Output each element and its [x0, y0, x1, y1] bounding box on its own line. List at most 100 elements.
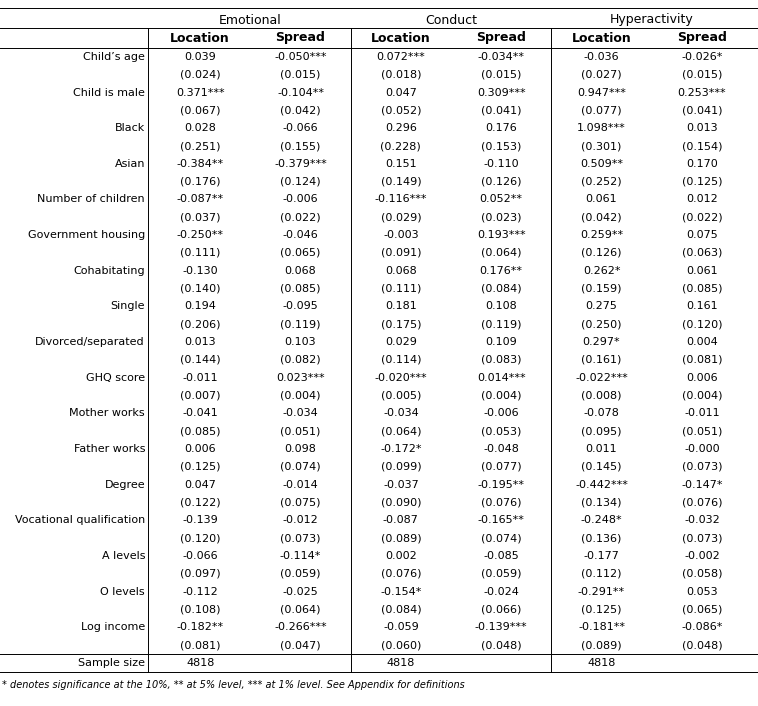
Text: (0.089): (0.089): [581, 640, 622, 650]
Text: 0.061: 0.061: [686, 265, 718, 276]
Text: -0.384**: -0.384**: [177, 159, 224, 169]
Text: O levels: O levels: [100, 587, 145, 597]
Text: 0.075: 0.075: [686, 230, 718, 240]
Text: (0.301): (0.301): [581, 141, 622, 151]
Text: -0.139***: -0.139***: [475, 622, 528, 633]
Text: (0.077): (0.077): [581, 105, 622, 115]
Text: (0.144): (0.144): [180, 355, 221, 365]
Text: (0.084): (0.084): [481, 284, 522, 294]
Text: (0.059): (0.059): [481, 569, 522, 579]
Text: (0.228): (0.228): [381, 141, 421, 151]
Text: (0.095): (0.095): [581, 426, 622, 436]
Text: -0.022***: -0.022***: [575, 373, 628, 383]
Text: (0.007): (0.007): [180, 390, 221, 400]
Text: (0.027): (0.027): [581, 70, 622, 80]
Text: Black: Black: [114, 124, 145, 133]
Text: Hyperactivity: Hyperactivity: [609, 13, 694, 27]
Text: -0.165**: -0.165**: [478, 515, 525, 525]
Text: 0.309***: 0.309***: [477, 88, 525, 97]
Text: -0.181**: -0.181**: [578, 622, 625, 633]
Text: Log income: Log income: [81, 622, 145, 633]
Text: (0.060): (0.060): [381, 640, 421, 650]
Text: 0.371***: 0.371***: [176, 88, 224, 97]
Text: (0.022): (0.022): [280, 213, 321, 222]
Text: 0.053: 0.053: [686, 587, 718, 597]
Text: (0.063): (0.063): [681, 248, 722, 258]
Text: A levels: A levels: [102, 551, 145, 561]
Text: (0.089): (0.089): [381, 533, 421, 543]
Text: (0.042): (0.042): [280, 105, 321, 115]
Text: -0.006: -0.006: [484, 408, 519, 419]
Text: -0.011: -0.011: [684, 408, 719, 419]
Text: Cohabitating: Cohabitating: [74, 265, 145, 276]
Text: 0.014***: 0.014***: [477, 373, 525, 383]
Text: * denotes significance at the 10%, ** at 5% level, *** at 1% level. See Appendix: * denotes significance at the 10%, ** at…: [2, 680, 465, 690]
Text: (0.112): (0.112): [581, 569, 622, 579]
Text: (0.085): (0.085): [280, 284, 321, 294]
Text: (0.065): (0.065): [681, 604, 722, 614]
Text: (0.136): (0.136): [581, 533, 622, 543]
Text: 0.047: 0.047: [385, 88, 417, 97]
Text: (0.066): (0.066): [481, 604, 522, 614]
Text: 0.039: 0.039: [184, 52, 216, 62]
Text: Location: Location: [572, 32, 631, 44]
Text: (0.125): (0.125): [180, 462, 221, 472]
Text: (0.120): (0.120): [681, 319, 722, 329]
Text: 0.259**: 0.259**: [580, 230, 623, 240]
Text: (0.108): (0.108): [180, 604, 221, 614]
Text: (0.206): (0.206): [180, 319, 221, 329]
Text: -0.024: -0.024: [484, 587, 519, 597]
Text: (0.111): (0.111): [381, 284, 421, 294]
Text: (0.252): (0.252): [581, 176, 622, 186]
Text: Vocational qualification: Vocational qualification: [14, 515, 145, 525]
Text: (0.041): (0.041): [481, 105, 522, 115]
Text: 4818: 4818: [587, 658, 615, 668]
Text: 0.006: 0.006: [184, 444, 216, 454]
Text: (0.004): (0.004): [481, 390, 522, 400]
Text: 0.176**: 0.176**: [480, 265, 523, 276]
Text: (0.161): (0.161): [581, 355, 622, 365]
Text: 0.275: 0.275: [586, 301, 618, 311]
Text: -0.034: -0.034: [383, 408, 418, 419]
Text: 0.176: 0.176: [485, 124, 517, 133]
Text: (0.076): (0.076): [481, 498, 522, 508]
Text: 0.052**: 0.052**: [480, 194, 523, 205]
Text: (0.076): (0.076): [381, 569, 421, 579]
Text: (0.015): (0.015): [481, 70, 522, 80]
Text: (0.124): (0.124): [280, 176, 321, 186]
Text: 0.013: 0.013: [686, 124, 718, 133]
Text: (0.048): (0.048): [681, 640, 722, 650]
Text: -0.182**: -0.182**: [177, 622, 224, 633]
Text: Divorced/separated: Divorced/separated: [36, 337, 145, 347]
Text: -0.026*: -0.026*: [681, 52, 722, 62]
Text: (0.004): (0.004): [280, 390, 321, 400]
Text: Spread: Spread: [476, 32, 526, 44]
Text: (0.041): (0.041): [681, 105, 722, 115]
Text: (0.051): (0.051): [280, 426, 321, 436]
Text: (0.077): (0.077): [481, 462, 522, 472]
Text: (0.051): (0.051): [681, 426, 722, 436]
Text: Spread: Spread: [677, 32, 727, 44]
Text: Location: Location: [171, 32, 230, 44]
Text: -0.048: -0.048: [484, 444, 519, 454]
Text: (0.081): (0.081): [180, 640, 221, 650]
Text: -0.037: -0.037: [383, 479, 418, 490]
Text: (0.015): (0.015): [681, 70, 722, 80]
Text: 0.068: 0.068: [385, 265, 417, 276]
Text: 0.151: 0.151: [385, 159, 417, 169]
Text: (0.134): (0.134): [581, 498, 622, 508]
Text: 0.006: 0.006: [686, 373, 718, 383]
Text: -0.085: -0.085: [484, 551, 519, 561]
Text: 0.193***: 0.193***: [477, 230, 525, 240]
Text: -0.266***: -0.266***: [274, 622, 327, 633]
Text: 0.011: 0.011: [586, 444, 617, 454]
Text: (0.008): (0.008): [581, 390, 622, 400]
Text: Spread: Spread: [276, 32, 325, 44]
Text: -0.078: -0.078: [584, 408, 619, 419]
Text: (0.064): (0.064): [280, 604, 321, 614]
Text: (0.085): (0.085): [681, 284, 722, 294]
Text: 0.181: 0.181: [385, 301, 417, 311]
Text: (0.047): (0.047): [280, 640, 321, 650]
Text: GHQ score: GHQ score: [86, 373, 145, 383]
Text: -0.012: -0.012: [283, 515, 318, 525]
